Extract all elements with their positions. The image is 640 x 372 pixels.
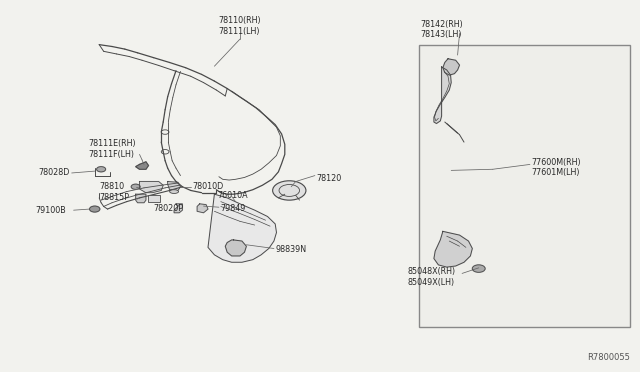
- Polygon shape: [225, 240, 246, 256]
- Text: 78010D: 78010D: [192, 182, 223, 190]
- Ellipse shape: [170, 190, 179, 193]
- Text: 78815P: 78815P: [99, 193, 129, 202]
- Circle shape: [131, 184, 140, 189]
- Text: 98839N: 98839N: [275, 245, 307, 254]
- Polygon shape: [174, 204, 182, 213]
- Circle shape: [90, 206, 100, 212]
- Text: 76010A: 76010A: [218, 191, 248, 200]
- Circle shape: [97, 167, 106, 172]
- Text: 79849: 79849: [221, 204, 246, 213]
- Text: 78142(RH)
78143(LH): 78142(RH) 78143(LH): [420, 20, 463, 39]
- Text: 78120: 78120: [317, 174, 342, 183]
- Polygon shape: [434, 67, 451, 124]
- Text: 78028D: 78028D: [38, 169, 70, 177]
- Polygon shape: [136, 194, 146, 203]
- Polygon shape: [434, 231, 472, 267]
- Text: 78110(RH)
78111(LH): 78110(RH) 78111(LH): [219, 16, 261, 36]
- FancyBboxPatch shape: [419, 45, 630, 327]
- Circle shape: [472, 265, 485, 272]
- Text: 78020P: 78020P: [154, 204, 184, 213]
- Text: 77600M(RH)
77601M(LH): 77600M(RH) 77601M(LH): [531, 158, 581, 177]
- Polygon shape: [140, 182, 163, 193]
- Polygon shape: [168, 182, 180, 190]
- Text: 78810: 78810: [99, 182, 124, 190]
- Polygon shape: [197, 204, 208, 213]
- Circle shape: [273, 181, 306, 200]
- FancyBboxPatch shape: [148, 195, 160, 202]
- Text: R7800055: R7800055: [588, 353, 630, 362]
- Text: 85048X(RH)
85049X(LH): 85048X(RH) 85049X(LH): [408, 267, 456, 287]
- Polygon shape: [443, 59, 460, 75]
- Text: 78111E(RH)
78111F(LH): 78111E(RH) 78111F(LH): [88, 139, 136, 158]
- Polygon shape: [208, 194, 276, 262]
- Text: 79100B: 79100B: [35, 206, 66, 215]
- Polygon shape: [136, 162, 148, 169]
